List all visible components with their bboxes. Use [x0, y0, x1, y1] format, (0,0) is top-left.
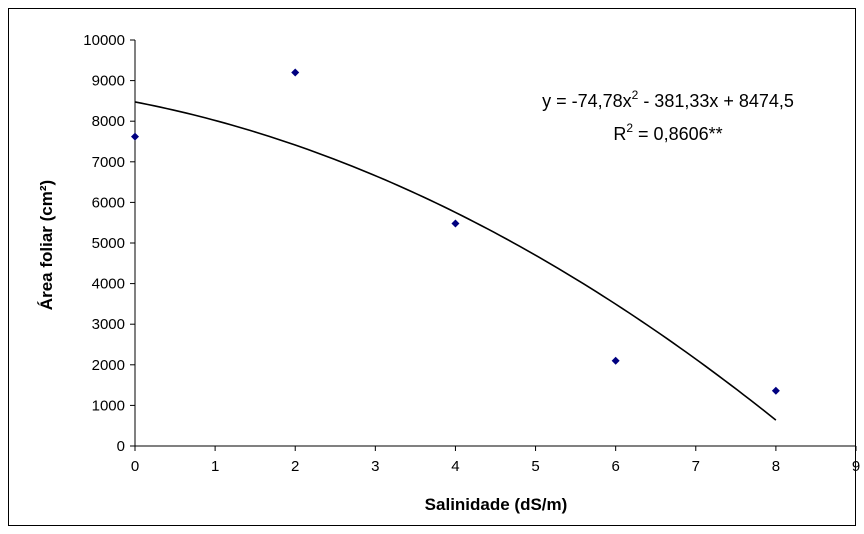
x-tick-label: 9 [852, 458, 860, 475]
x-axis-title: Salinidade (dS/m) [425, 495, 568, 514]
y-tick-label: 3000 [92, 316, 125, 333]
x-tick-label: 4 [451, 458, 459, 475]
data-points [131, 68, 780, 395]
x-tick-label: 5 [531, 458, 539, 475]
y-tick-label: 0 [117, 438, 125, 455]
x-tick-label: 1 [211, 458, 219, 475]
data-point [131, 132, 139, 141]
trendline-equation: y = -74,78x2 - 381,33x + 8474,5 [542, 88, 794, 111]
chart-frame [8, 8, 856, 526]
y-tick-label: 7000 [92, 154, 125, 171]
y-tick-label: 2000 [92, 357, 125, 374]
x-tick-label: 0 [131, 458, 139, 475]
x-tick-label: 3 [371, 458, 379, 475]
x-tick-label: 8 [772, 458, 780, 475]
r-squared: R2 = 0,8606** [613, 121, 722, 144]
trendline [134, 101, 777, 421]
y-tick-label: 4000 [92, 276, 125, 293]
x-tick-label: 2 [291, 458, 299, 475]
y-tick-label: 9000 [92, 73, 125, 90]
x-axis-ticks: 0 1 2 3 4 5 6 7 8 9 [131, 446, 860, 475]
data-point [451, 219, 460, 228]
y-tick-label: 1000 [92, 397, 125, 414]
x-tick-label: 7 [692, 458, 700, 475]
y-tick-label: 8000 [92, 113, 125, 130]
x-tick-label: 6 [611, 458, 619, 475]
y-axis-title: Área foliar (cm²) [37, 180, 56, 310]
data-point [771, 386, 780, 395]
data-point [611, 356, 620, 365]
y-tick-label: 6000 [92, 194, 125, 211]
y-tick-label: 10000 [83, 32, 125, 49]
y-tick-label: 5000 [92, 235, 125, 252]
data-point [291, 68, 300, 77]
y-axis-ticks: 0 1000 2000 3000 4000 5000 6000 7000 8000 9000 100… [83, 32, 135, 455]
